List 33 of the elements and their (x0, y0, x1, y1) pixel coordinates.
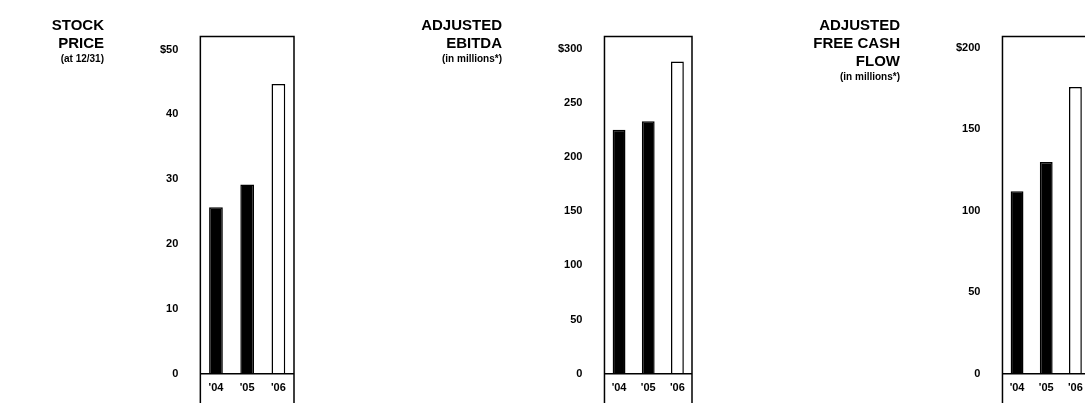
y-tick-label: $300 (557, 41, 583, 54)
y-tick-label: 250 (564, 95, 583, 108)
x-tick-label: '06 (270, 381, 286, 394)
y-tick-label: 20 (166, 237, 179, 250)
x-tick-label: '04 (208, 381, 225, 394)
y-tick-label: 200 (564, 149, 583, 162)
y-tick-label: 10 (166, 301, 179, 314)
y-tick-label: 30 (166, 172, 179, 185)
x-tick-label: '05 (640, 381, 656, 394)
text: (in millions*) (840, 71, 900, 82)
y-tick-label: 0 (172, 366, 179, 379)
x-tick-label: '06 (669, 381, 685, 394)
text: ADJUSTED FREE CASH FLOW (813, 16, 901, 69)
x-tick-label: '04 (1009, 381, 1026, 394)
y-tick-label: $200 (955, 41, 981, 54)
text: STOCK PRICE (51, 16, 105, 51)
y-tick-label: 40 (166, 107, 179, 120)
x-tick-label: '04 (611, 381, 628, 394)
text: (in millions*) (442, 53, 502, 64)
y-tick-label: 100 (962, 203, 981, 216)
y-tick-label: 0 (974, 366, 981, 379)
y-tick-label: 50 (570, 312, 583, 325)
x-tick-label: '05 (1038, 381, 1054, 394)
y-tick-label: 50 (968, 285, 981, 298)
y-tick-label: 100 (564, 258, 583, 271)
y-tick-label: 150 (962, 122, 981, 135)
text: (at 12/31) (60, 53, 104, 64)
y-tick-label: 0 (576, 366, 583, 379)
y-tick-label: $50 (159, 42, 179, 55)
y-tick-label: 150 (564, 204, 583, 217)
x-tick-label: '05 (239, 381, 255, 394)
text: ADJUSTED EBITDA (421, 16, 503, 51)
x-tick-label: '06 (1067, 381, 1083, 394)
